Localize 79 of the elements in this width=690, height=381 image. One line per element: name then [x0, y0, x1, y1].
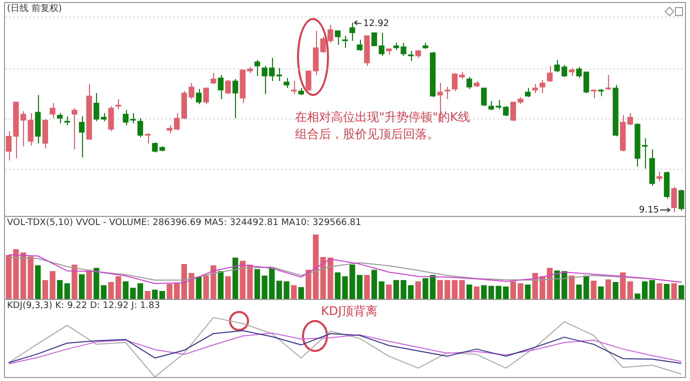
candlestick — [356, 39, 362, 52]
bar — [649, 280, 655, 299]
candlestick — [540, 79, 546, 94]
bar — [152, 290, 158, 299]
chart-title: (日线 前复权) — [7, 4, 62, 15]
bar — [524, 284, 531, 299]
bar — [546, 268, 553, 299]
bar — [612, 282, 618, 299]
candlestick — [276, 67, 282, 82]
bar — [78, 274, 85, 299]
bar — [598, 286, 604, 299]
candlestick — [108, 106, 114, 132]
candlestick — [254, 59, 260, 76]
candlestick — [605, 74, 612, 91]
candlestick — [57, 112, 63, 124]
bar — [232, 258, 238, 299]
candlestick — [137, 118, 144, 138]
bar — [94, 268, 100, 299]
bar — [57, 280, 63, 299]
candlestick — [210, 72, 216, 85]
candlestick — [627, 112, 633, 126]
annotation: KDJ顶背离 — [321, 304, 378, 318]
candlestick — [290, 80, 297, 95]
candlestick — [72, 108, 78, 150]
candlestick — [481, 88, 487, 107]
chart-title: VOL-TDX(5,10) VVOL - VOLUME: 286396.69 MA5: 324492.81 MA10: 329566.81 — [7, 218, 362, 229]
bar — [466, 284, 472, 299]
candlestick — [225, 79, 231, 95]
candlestick — [196, 88, 202, 105]
bar — [568, 276, 574, 299]
bar — [620, 272, 626, 299]
candlestick — [232, 78, 238, 119]
bar — [386, 284, 392, 299]
candlestick — [546, 65, 553, 83]
candlestick — [466, 76, 472, 90]
candlestick — [444, 86, 450, 100]
bar — [72, 264, 78, 299]
bar — [64, 283, 70, 299]
bar — [35, 265, 41, 299]
bar — [664, 284, 670, 299]
bar — [290, 285, 297, 299]
bar — [656, 283, 662, 299]
candlestick — [678, 189, 684, 212]
bar — [159, 290, 166, 299]
candlestick — [94, 92, 100, 122]
candlestick — [50, 102, 56, 119]
candlestick — [28, 112, 34, 146]
candlestick — [152, 142, 158, 153]
chart-title: KDJ(9,3,3) K: 9.22 D: 12.92 J: 1.83 — [7, 301, 160, 312]
bar — [225, 276, 231, 299]
candlestick — [42, 118, 48, 149]
candlestick — [334, 30, 341, 46]
bar — [298, 287, 304, 299]
bar — [605, 279, 612, 299]
candlestick — [203, 88, 209, 105]
annotation: 9.15 — [638, 205, 660, 216]
bar — [86, 270, 92, 299]
bar — [218, 271, 224, 299]
bar — [678, 285, 684, 299]
bar — [415, 281, 421, 299]
bar — [28, 256, 34, 299]
candlestick — [671, 186, 677, 213]
candlestick — [532, 84, 538, 94]
annotation: 12.92 — [363, 19, 390, 30]
bar — [627, 281, 633, 299]
bar — [100, 285, 107, 299]
candlestick — [524, 88, 531, 98]
bar — [474, 286, 480, 299]
bar — [356, 274, 362, 299]
candlestick — [78, 116, 85, 158]
bar — [196, 276, 202, 299]
candlestick — [284, 77, 290, 89]
bar — [671, 283, 677, 299]
bar — [590, 280, 596, 299]
candlestick — [342, 35, 348, 48]
candlestick — [656, 170, 662, 182]
bar — [144, 290, 150, 299]
candlestick — [218, 74, 224, 100]
bar — [364, 274, 370, 299]
